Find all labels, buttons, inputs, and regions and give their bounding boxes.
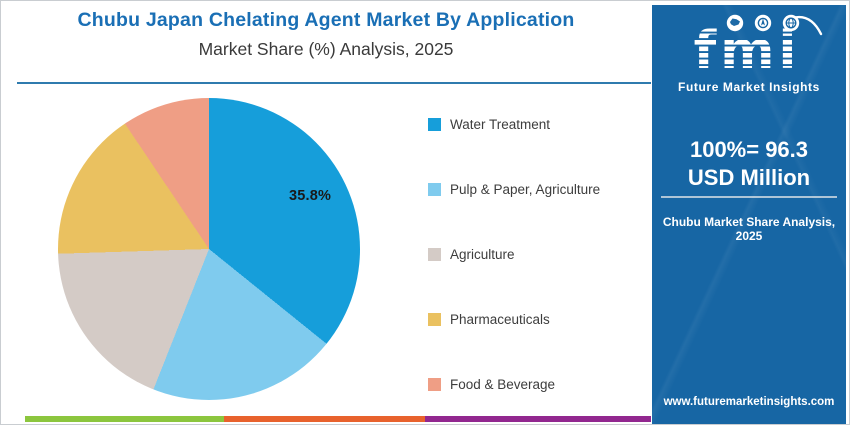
legend-item-pharmaceuticals: Pharmaceuticals bbox=[428, 312, 550, 327]
legend-label: Pulp & Paper, Agriculture bbox=[450, 182, 601, 197]
footer-segment-green bbox=[25, 416, 224, 422]
market-size-headline: 100%= 96.3 USD Million bbox=[687, 137, 811, 190]
brand-sidebar: fmi Fut bbox=[652, 5, 846, 424]
map-icon bbox=[726, 14, 744, 32]
legend-item-agriculture: Agriculture bbox=[428, 247, 515, 262]
legend-swatch bbox=[428, 118, 441, 131]
legend-swatch bbox=[428, 313, 441, 326]
fmi-logo: fmi Fut bbox=[652, 14, 846, 94]
fmi-wordmark: fmi bbox=[694, 21, 801, 74]
footer-segment-purple bbox=[425, 416, 651, 422]
legend-swatch bbox=[428, 183, 441, 196]
legend-swatch bbox=[428, 248, 441, 261]
page-title: Chubu Japan Chelating Agent Market By Ap… bbox=[77, 9, 575, 31]
legend-label: Food & Beverage bbox=[450, 377, 556, 392]
footer-segment-orange bbox=[224, 416, 425, 422]
fmi-logo-tagline: Future Market Insights bbox=[678, 80, 820, 94]
chart-area: Chubu Japan Chelating Agent Market By Ap… bbox=[1, 1, 651, 424]
legend-item-food-beverage: Food & Beverage bbox=[428, 377, 555, 392]
legend: Water Treatment Pulp & Paper, Agricultur… bbox=[428, 1, 648, 424]
legend-item-water-treatment: Water Treatment bbox=[428, 117, 550, 132]
title-divider bbox=[17, 82, 651, 84]
legend-item-pulp-paper-agriculture: Pulp & Paper, Agriculture bbox=[428, 182, 600, 197]
fmi-logo-mark: fmi bbox=[694, 14, 823, 81]
analysis-caption: Chubu Market Share Analysis, 2025 bbox=[662, 215, 836, 243]
footer-accent-bar bbox=[1, 416, 651, 422]
pie-slice-label: 35.8% bbox=[289, 188, 332, 204]
pie-chart bbox=[58, 98, 360, 400]
compass-icon bbox=[754, 14, 772, 32]
website-url: www.futuremarketinsights.com bbox=[663, 396, 835, 408]
sidebar-divider bbox=[661, 196, 837, 198]
legend-swatch bbox=[428, 378, 441, 391]
globe-icon bbox=[782, 14, 800, 32]
page-subtitle: Market Share (%) Analysis, 2025 bbox=[198, 39, 454, 59]
legend-label: Water Treatment bbox=[450, 117, 551, 132]
legend-label: Agriculture bbox=[450, 247, 515, 262]
legend-label: Pharmaceuticals bbox=[450, 312, 550, 327]
